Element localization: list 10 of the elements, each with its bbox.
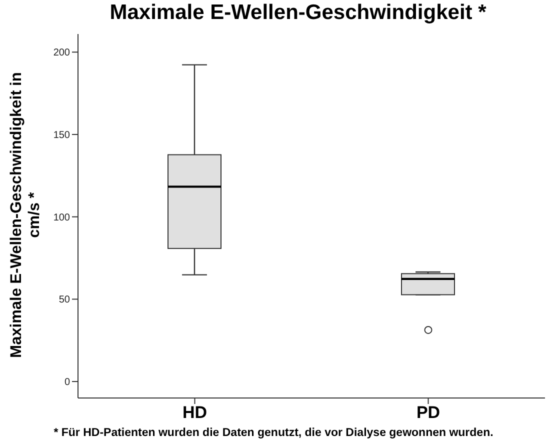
y-tick-label: 0 <box>64 377 70 388</box>
y-tick-label: 150 <box>53 130 70 142</box>
y-axis-title: Maximale E-Wellen-Geschwindigkeit in cm/s * <box>8 72 43 358</box>
y-tick-label: 50 <box>58 294 70 306</box>
y-tick-label: 200 <box>53 48 70 59</box>
x-tick-label: PD <box>416 403 440 422</box>
y-tick-label: 100 <box>53 212 70 224</box>
text: * Für HD-Patienten wurden die Daten genutzt, die vor Dialyse gewonnen wurden. <box>52 427 494 439</box>
x-tick-label: HD <box>182 403 208 422</box>
chart-title: Maximale E-Wellen-Geschwindigkeit * <box>108 1 488 25</box>
